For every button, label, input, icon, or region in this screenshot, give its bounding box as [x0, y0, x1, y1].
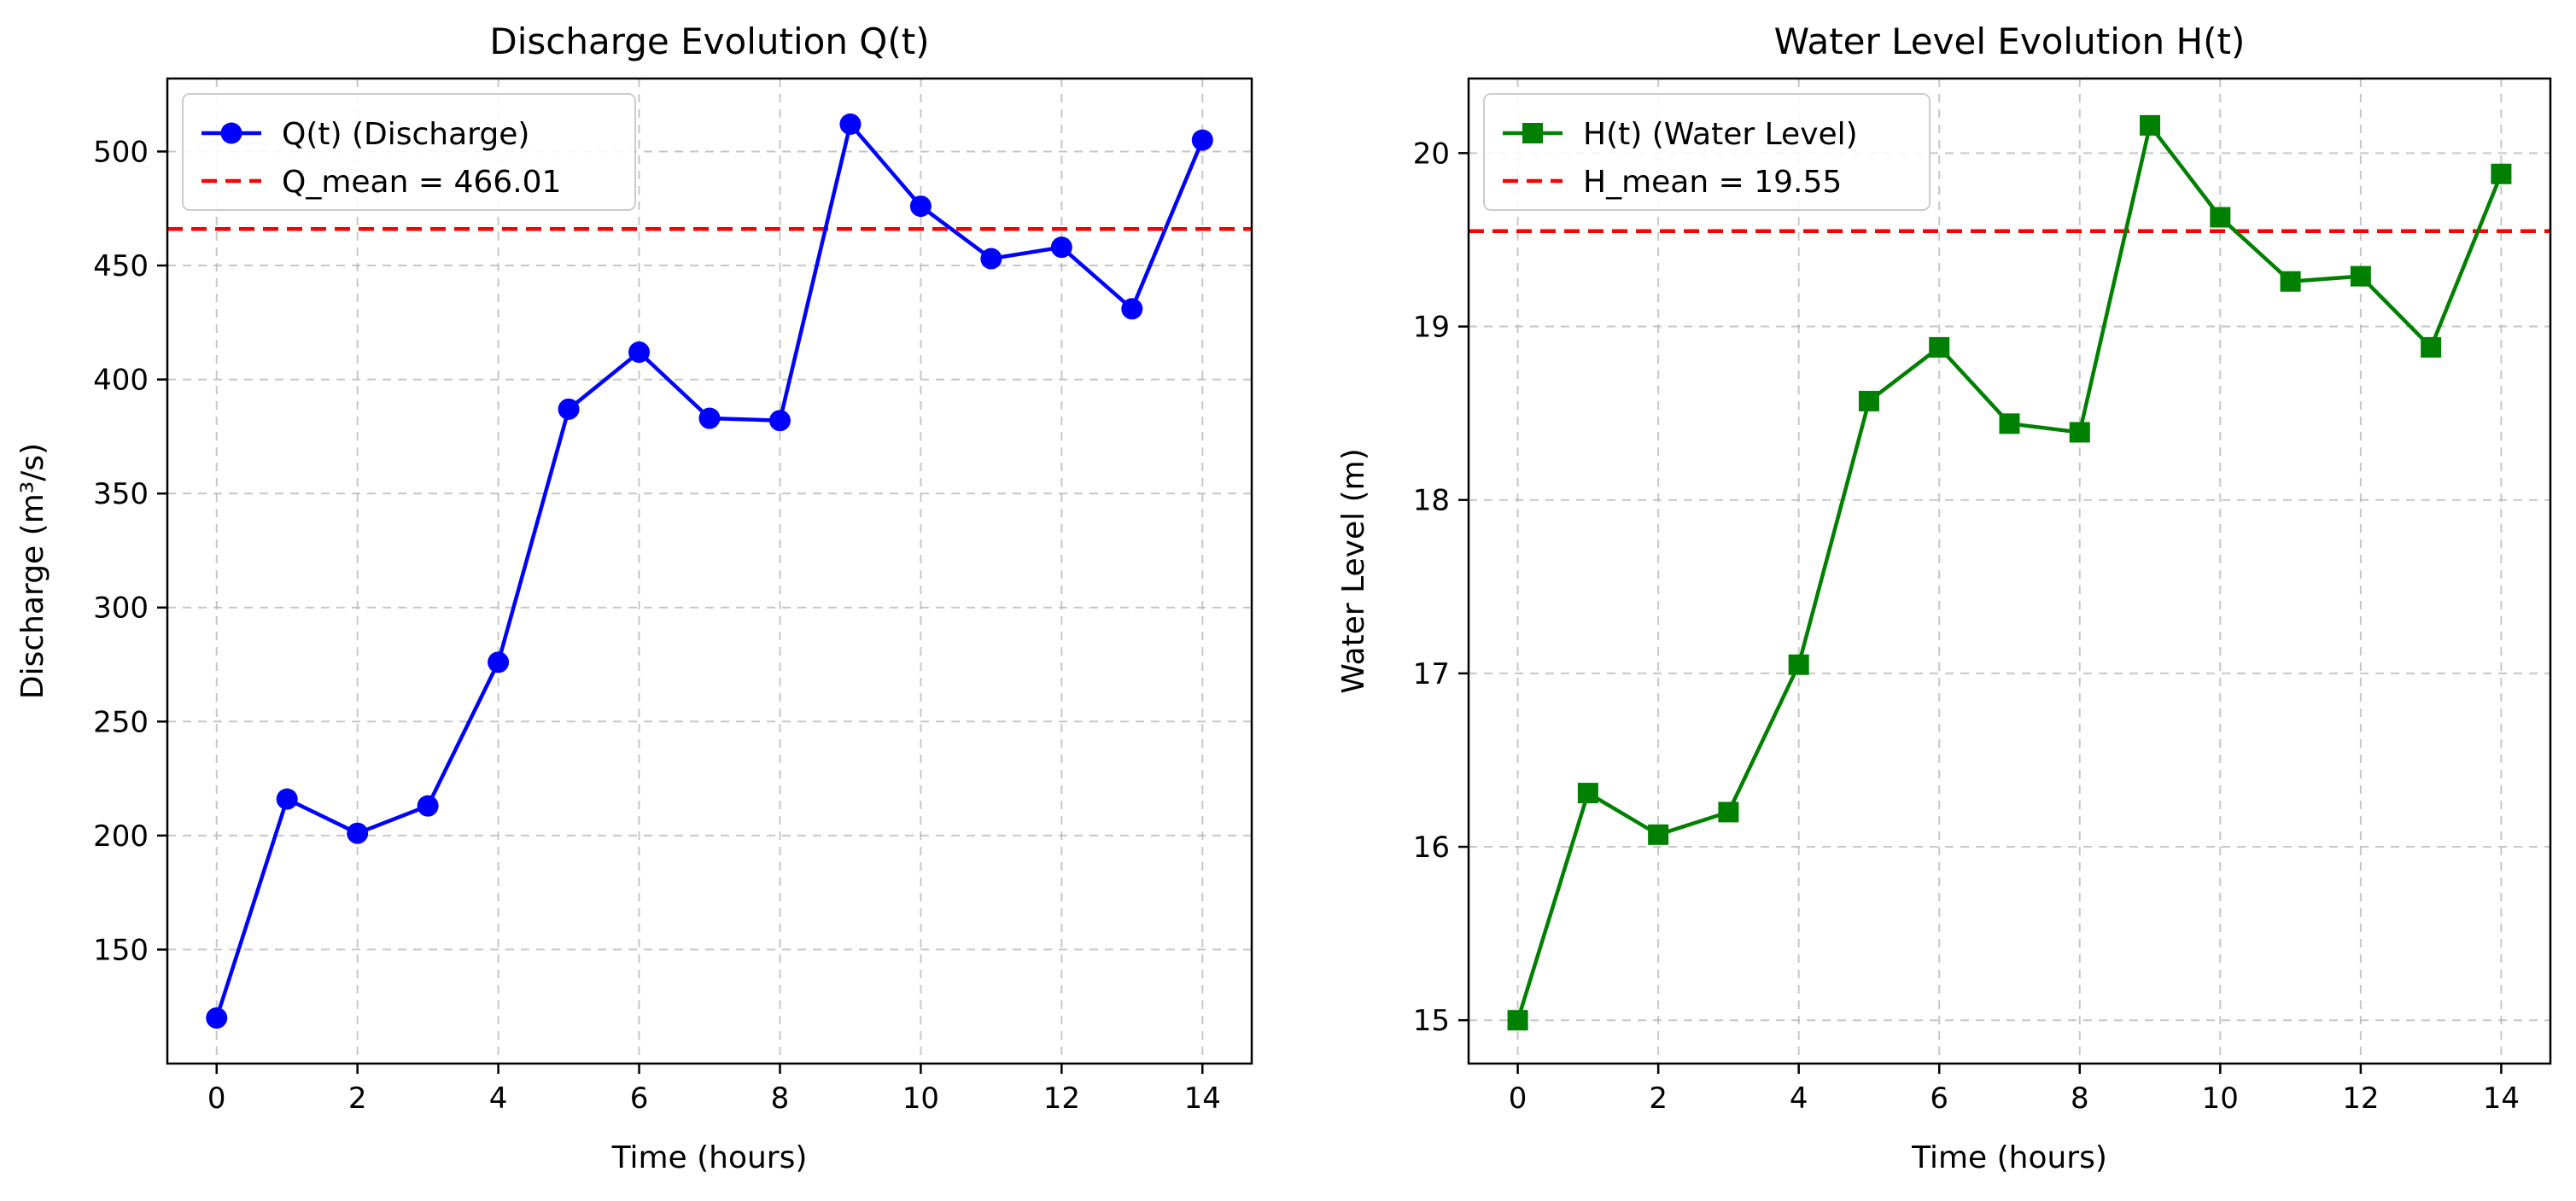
- data-point: [768, 410, 791, 432]
- data-point: [1191, 129, 1213, 151]
- y-tick-label: 20: [1413, 137, 1450, 171]
- x-tick-label: 10: [2202, 1081, 2239, 1116]
- data-point: [417, 795, 439, 817]
- y-axis-label: Water Level (m): [1336, 448, 1371, 694]
- data-point: [2350, 265, 2371, 287]
- data-point: [1999, 413, 2020, 434]
- chart-title: Discharge Evolution Q(t): [489, 20, 929, 62]
- y-tick-label: 200: [93, 819, 149, 854]
- chart-panel-2: 0 2 4 6 8 10 12 14 15 16 17 18 19 20 Water Level Evolu…: [1336, 20, 2552, 1175]
- grid-lines: [1469, 79, 2550, 1064]
- data-point: [1648, 824, 1669, 845]
- legend: H(t) (Water Level) H_mean = 19.55: [1483, 93, 1931, 211]
- data-point: [1577, 783, 1598, 804]
- legend-label: Q_mean = 466.01: [282, 165, 561, 200]
- data-point: [698, 407, 721, 429]
- y-tick-label: 18: [1413, 484, 1450, 518]
- x-tick-label: 0: [207, 1081, 226, 1116]
- legend-box: [182, 93, 636, 211]
- x-tick-label: 14: [2483, 1081, 2520, 1116]
- x-tick-label: 12: [2342, 1081, 2379, 1116]
- series-line: [214, 122, 1205, 1019]
- x-tick-label: 14: [1184, 1081, 1221, 1116]
- data-point: [558, 398, 580, 420]
- y-tick-label: 17: [1413, 657, 1450, 691]
- data-point: [2140, 114, 2161, 136]
- legend: Q(t) (Discharge) Q_mean = 466.01: [182, 93, 636, 211]
- x-axis-label: Time (hours): [1911, 1140, 2107, 1175]
- data-point: [1788, 654, 1809, 675]
- plot-frame: [166, 77, 1253, 1065]
- grid-lines: [167, 79, 1252, 1064]
- x-axis-label: Time (hours): [611, 1140, 808, 1175]
- y-tick-label: 400: [93, 364, 149, 398]
- data-point: [1050, 236, 1072, 259]
- x-tick-label: 10: [902, 1081, 939, 1116]
- data-point: [2491, 163, 2512, 184]
- x-tick-label: 2: [1649, 1081, 1668, 1116]
- y-tick-label: 450: [93, 249, 149, 283]
- y-tick-label: 16: [1413, 831, 1450, 865]
- data-point: [2210, 207, 2231, 228]
- x-tick-label: 12: [1043, 1081, 1080, 1116]
- data-point: [2421, 336, 2442, 358]
- plot-frame: [1467, 77, 2552, 1065]
- data-point: [980, 248, 1002, 270]
- legend-swatch-marker: [1522, 123, 1543, 143]
- chart-panel-1: 0 2 4 6 8 10 12 14 150 200 250 300 350 400 450 500 Disch…: [15, 20, 1253, 1175]
- series-line: [1516, 123, 2503, 1021]
- y-axis-label: Discharge (m³/s): [15, 443, 50, 699]
- data-point: [628, 341, 651, 364]
- legend-box: [1483, 93, 1931, 211]
- y-tick-label: 500: [93, 135, 149, 169]
- legend-label: H(t) (Water Level): [1583, 117, 1858, 152]
- chart-title: Water Level Evolution H(t): [1774, 20, 2246, 62]
- x-tick-label: 8: [2071, 1081, 2089, 1116]
- y-tick-label: 150: [93, 933, 149, 967]
- x-tick-label: 6: [630, 1081, 649, 1116]
- data-point: [2069, 422, 2090, 443]
- y-tick-label: 19: [1413, 311, 1450, 345]
- data-point: [206, 1007, 228, 1029]
- data-point: [909, 195, 932, 218]
- data-point: [347, 822, 369, 844]
- data-point: [1507, 1010, 1528, 1031]
- y-tick-label: 350: [93, 477, 149, 511]
- data-point: [1121, 298, 1143, 320]
- data-point: [1718, 802, 1739, 823]
- x-tick-label: 8: [771, 1081, 790, 1116]
- x-tick-label: 4: [1790, 1081, 1808, 1116]
- y-tick-label: 300: [93, 592, 149, 626]
- x-tick-label: 2: [348, 1081, 367, 1116]
- data-point: [1858, 390, 1879, 411]
- legend-label: Q(t) (Discharge): [282, 117, 529, 152]
- legend-swatch-marker: [220, 122, 242, 144]
- y-tick-label: 250: [93, 705, 149, 739]
- data-point: [839, 113, 862, 135]
- x-tick-label: 0: [1509, 1081, 1527, 1116]
- data-point: [1929, 336, 1950, 358]
- x-tick-label: 4: [489, 1081, 508, 1116]
- data-point: [488, 651, 510, 673]
- x-tick-label: 6: [1930, 1081, 1948, 1116]
- y-tick-label: 15: [1413, 1004, 1450, 1038]
- data-point: [276, 788, 298, 810]
- legend-label: H_mean = 19.55: [1583, 165, 1842, 200]
- data-point: [2280, 271, 2301, 292]
